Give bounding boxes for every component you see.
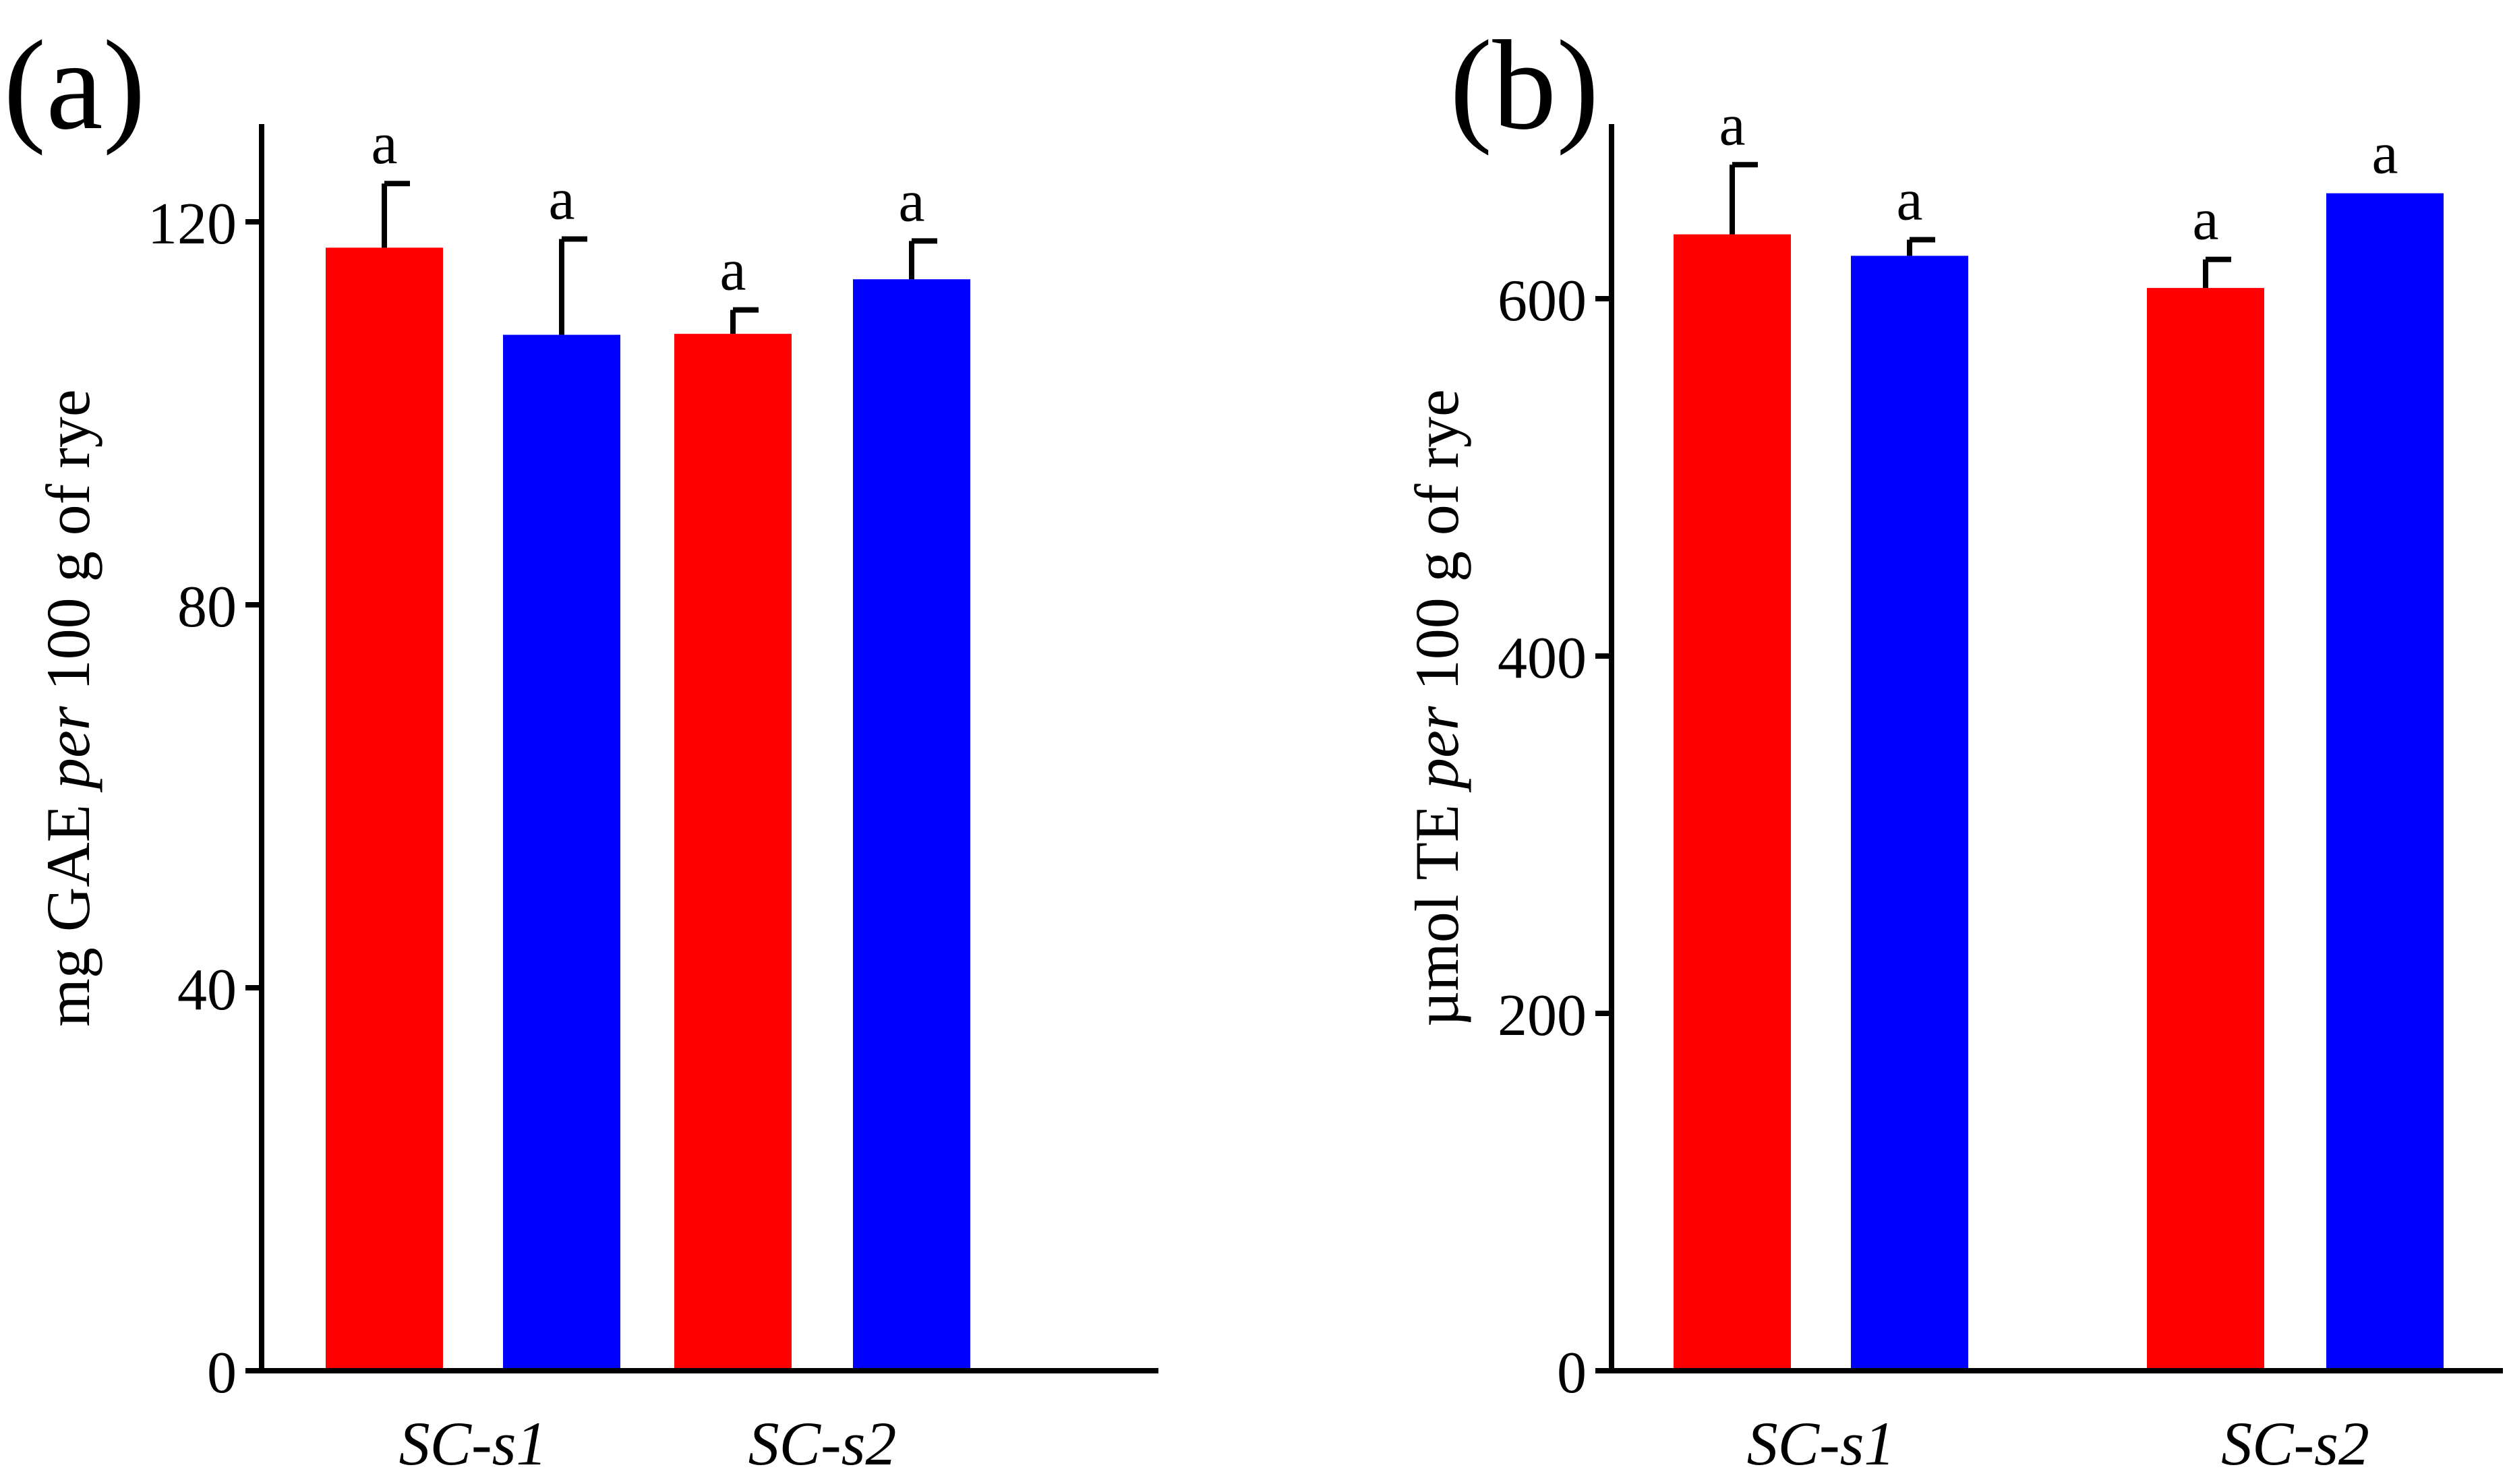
panel-a-ylabel-italic: per: [34, 705, 102, 793]
panel-a-label: (a): [3, 15, 146, 156]
panel-b-significance-letter: a: [1896, 168, 1922, 233]
panel-a-bar-sc-s1-s1: [326, 247, 443, 1371]
panel-b-chart: (b) µmol TE per 100 g of rye a a a a 0 200 40…: [1403, 15, 2503, 1478]
panel-b-x-tick-labels: SC-s1 SC-s2: [1747, 1409, 2369, 1478]
panel-a-chart: (a) mg GAE per 100 g of rye a a a a 0 40 80 12…: [3, 15, 1158, 1478]
panel-a-y-ticks: 0 40 80 120: [148, 191, 262, 1406]
panel-a-bar-sc-s2-s2: [853, 279, 970, 1371]
panel-b-bar-sc-s2-s1: [2147, 288, 2264, 1371]
panel-a-y-tick-label: 80: [177, 574, 237, 640]
panel-b-significance-letter: a: [2192, 187, 2218, 253]
panel-a-significance-letters: a a a a: [371, 111, 924, 303]
panel-b-bars: [1674, 193, 2444, 1371]
panel-a-significance-letter: a: [898, 169, 924, 234]
panel-b-y-tick-label: 0: [1557, 1340, 1587, 1406]
panel-a-y-tick-label: 120: [148, 191, 237, 257]
panel-a-y-tick-label: 40: [177, 957, 237, 1023]
panel-a-bar-sc-s2-s1: [674, 334, 792, 1371]
panel-a-ylabel-prefix: mg GAE: [34, 789, 102, 1027]
panel-b-bar-sc-s1-s1: [1674, 234, 1791, 1371]
panel-b-y-tick-label: 200: [1498, 983, 1587, 1048]
panel-b-error-bars: [1730, 162, 2231, 289]
panel-b-ylabel-italic: per: [1403, 705, 1471, 793]
panel-b-ylabel-suffix: 100 g of rye: [1403, 389, 1471, 706]
panel-b-significance-letters: a a a a: [1719, 92, 2398, 252]
panel-b-y-ticks: 0 200 400 600: [1498, 268, 1612, 1406]
panel-b-y-tick-label: 600: [1498, 268, 1587, 334]
panel-b-x-tick-label: SC-s2: [2221, 1409, 2369, 1478]
panel-b-significance-letter: a: [1719, 92, 1745, 158]
panel-a-bar-sc-s1-s2: [503, 334, 620, 1371]
panel-a-x-tick-label: SC-s2: [748, 1409, 897, 1478]
panel-b-x-tick-label: SC-s1: [1747, 1409, 1895, 1478]
panel-a-significance-letter: a: [548, 167, 574, 233]
panel-b-ylabel-prefix: µmol TE: [1403, 789, 1471, 1027]
panel-a-y-axis-title: mg GAE per 100 g of rye: [34, 389, 102, 1026]
panel-a-bars: [326, 247, 970, 1371]
panel-a-x-tick-label: SC-s1: [399, 1409, 548, 1478]
panel-a-x-tick-labels: SC-s1 SC-s2: [399, 1409, 897, 1478]
panel-a-error-bars: [382, 181, 937, 335]
panel-a-significance-letter: a: [371, 111, 397, 177]
panel-b-y-tick-label: 400: [1498, 626, 1587, 691]
panel-b-y-axis-title: µmol TE per 100 g of rye: [1403, 389, 1471, 1027]
panel-a-significance-letter: a: [719, 238, 746, 303]
panel-a-y-tick-label: 0: [207, 1340, 237, 1406]
panel-b-bar-sc-s2-s2: [2326, 193, 2444, 1371]
panel-b-significance-letter: a: [2371, 121, 2398, 187]
panel-b-label: (b): [1450, 15, 1599, 156]
panel-a-ylabel-suffix: 100 g of rye: [34, 389, 102, 706]
panel-b-bar-sc-s1-s2: [1851, 256, 1968, 1371]
